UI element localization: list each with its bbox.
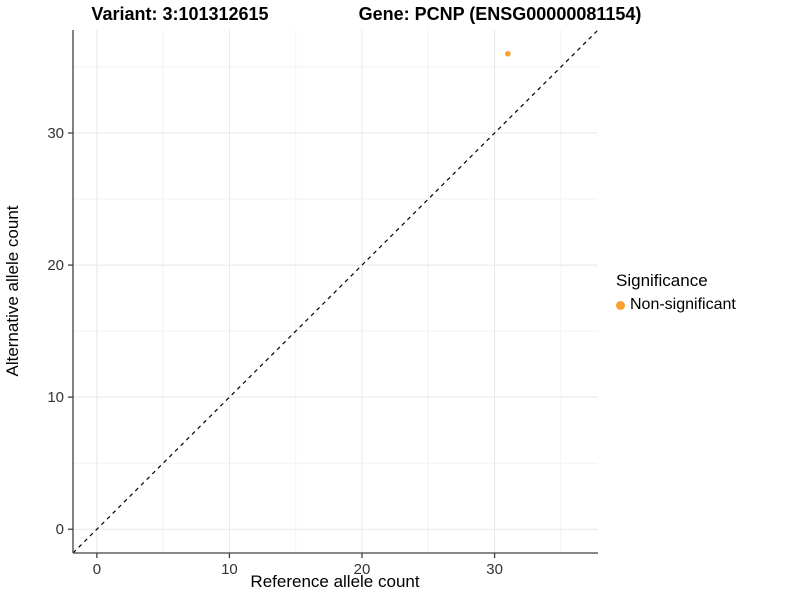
y-axis-title: Alternative allele count (3, 205, 22, 377)
legend: Significance Non-significant (616, 271, 736, 314)
x-tick-label: 20 (354, 561, 371, 578)
y-tick-label: 20 (47, 257, 64, 274)
gene-title: Gene: PCNP (ENSG00000081154) (358, 4, 642, 24)
legend-point-icon (616, 300, 625, 310)
data-point (505, 50, 511, 57)
x-tick-label: 0 (93, 561, 101, 578)
identity-dashed-line (72, 29, 599, 554)
x-tick-label: 10 (221, 561, 238, 578)
legend-title: Significance (616, 271, 708, 290)
x-tick-label: 30 (486, 561, 503, 578)
legend-item: Non-significant (616, 296, 736, 314)
y-tick-label: 30 (47, 125, 64, 142)
y-tick-label: 10 (47, 389, 64, 406)
variant-title: Variant: 3:101312615 (91, 4, 269, 24)
y-tick-label: 0 (56, 521, 64, 538)
x-axis-title: Reference allele count (250, 572, 420, 591)
legend-item-label: Non-significant (630, 296, 736, 313)
